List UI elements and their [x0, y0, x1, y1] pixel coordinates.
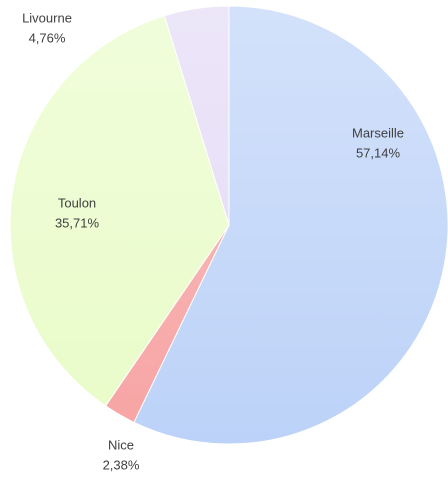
slice-label: Nice [108, 437, 134, 452]
slice-value-label: 4,76% [29, 30, 66, 45]
slice-label: Livourne [22, 10, 72, 25]
slice-label: Marseille [352, 125, 404, 140]
slice-value-label: 57,14% [356, 145, 401, 160]
slice-value-label: 35,71% [55, 215, 100, 230]
slice-value-label: 2,38% [103, 457, 140, 472]
slice-label: Toulon [58, 195, 96, 210]
